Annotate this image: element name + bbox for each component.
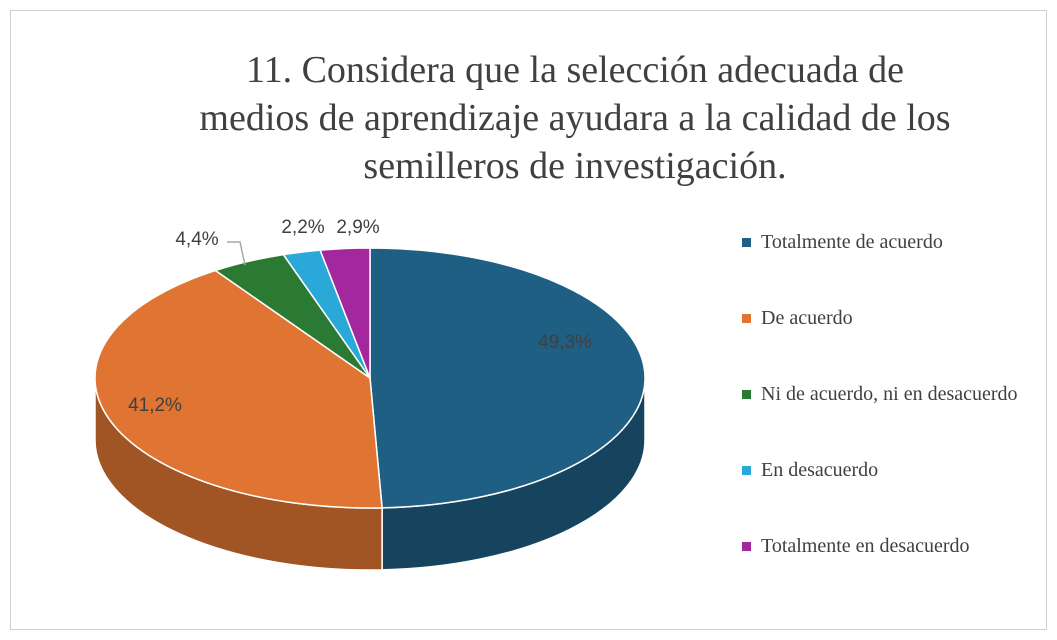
legend-label: Totalmente en desacuerdo — [761, 535, 970, 557]
legend-label: Totalmente de acuerdo — [761, 231, 943, 253]
data-label: 2,9% — [336, 217, 379, 238]
chart-title: semilleros de investigación. — [363, 145, 786, 187]
legend-item: En desacuerdo — [742, 456, 1042, 532]
legend-swatch — [742, 542, 751, 551]
chart-title: 11. Considera que la selección adecuada … — [246, 49, 904, 91]
chart-title: medios de aprendizaje ayudara a la calid… — [199, 97, 950, 139]
legend-label: De acuerdo — [761, 307, 853, 329]
leader-line — [227, 241, 246, 266]
data-label: 4,4% — [175, 229, 218, 250]
legend: Totalmente de acuerdo De acuerdo Ni de acu… — [742, 228, 1042, 608]
data-label: 2,2% — [281, 217, 324, 238]
legend-swatch — [742, 390, 751, 399]
data-label: 41,2% — [128, 395, 182, 416]
pie-slice — [369, 247, 646, 509]
legend-item: Totalmente de acuerdo — [742, 228, 1042, 304]
legend-item: De acuerdo — [742, 304, 1042, 380]
legend-item: Ni de acuerdo, ni en desacuerdo — [742, 380, 1042, 456]
legend-label: Ni de acuerdo, ni en desacuerdo — [761, 383, 1018, 405]
pie-slice — [94, 269, 383, 509]
legend-swatch — [742, 314, 751, 323]
pie-slice — [319, 247, 371, 379]
data-label: 49,3% — [538, 332, 592, 353]
legend-swatch — [742, 466, 751, 475]
legend-item: Totalmente en desacuerdo — [742, 532, 1042, 608]
legend-label: En desacuerdo — [761, 459, 879, 481]
legend-swatch — [742, 238, 751, 247]
